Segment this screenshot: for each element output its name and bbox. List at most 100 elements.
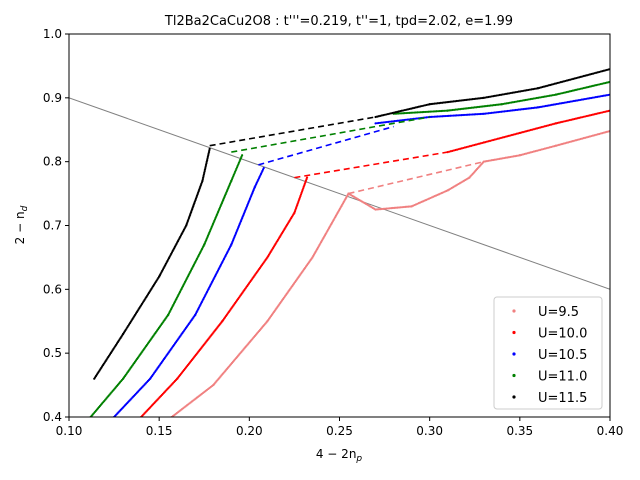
data-point: [457, 114, 460, 117]
y-tick-label: 0.8: [43, 155, 62, 169]
data-point: [452, 100, 455, 103]
data-point: [382, 121, 385, 124]
data-point: [492, 104, 495, 107]
data-point: [454, 100, 457, 103]
legend-item: U=10.0: [512, 327, 587, 342]
y-tick-label: 0.9: [43, 91, 62, 105]
data-point: [472, 106, 475, 109]
data-point: [390, 120, 393, 123]
data-point: [457, 108, 460, 111]
data-point: [433, 115, 436, 118]
data-point: [495, 111, 498, 114]
data-point: [413, 111, 416, 114]
data-point: [395, 119, 398, 123]
data-point: [520, 108, 524, 111]
data-point: [439, 101, 442, 105]
data-point: [422, 110, 425, 114]
series-lower-branch: [140, 176, 309, 417]
legend: U=9.5 U=10.0 U=10.5 U=11.0 U=11.5: [493, 296, 603, 410]
data-point: [262, 166, 265, 170]
data-point: [452, 114, 455, 117]
data-point: [473, 97, 476, 101]
data-point: [474, 113, 477, 116]
data-point: [305, 176, 309, 179]
data-point: [498, 110, 501, 114]
legend-marker: [512, 373, 516, 378]
data-point: [463, 113, 466, 117]
data-point: [430, 102, 433, 106]
data-point: [454, 108, 457, 111]
series-upper-branch: [347, 129, 610, 211]
data-point: [456, 108, 459, 111]
data-point: [486, 104, 489, 108]
data-point: [443, 109, 446, 112]
data-point: [400, 112, 403, 115]
data-point: [450, 114, 454, 117]
series-dashed-line: [209, 116, 376, 147]
data-point: [465, 98, 468, 101]
data-point: [447, 100, 450, 104]
data-point: [454, 114, 457, 117]
x-axis-label: 4 − 2np: [316, 447, 363, 464]
data-point: [444, 101, 447, 104]
plot-area: [69, 68, 610, 417]
data-point: [461, 99, 465, 102]
x-tick-label: 0.15: [146, 424, 173, 438]
y-tick-label: 0.5: [43, 346, 62, 360]
data-point: [461, 113, 465, 117]
legend-item: U=11.0: [512, 370, 587, 385]
data-point: [438, 115, 441, 118]
data-point: [430, 115, 433, 118]
data-point: [384, 121, 387, 124]
data-point: [446, 101, 449, 104]
series-upper-branch: [446, 109, 610, 154]
data-point: [522, 107, 525, 111]
data-point: [491, 104, 494, 107]
data-point: [441, 109, 445, 112]
data-point: [208, 147, 211, 150]
data-point: [406, 118, 409, 121]
series-dashed-line: [294, 151, 448, 179]
data-point: [402, 112, 405, 115]
data-point: [408, 111, 411, 114]
data-point: [470, 106, 473, 109]
data-point: [431, 102, 434, 105]
data-point: [487, 112, 490, 115]
data-point: [438, 109, 441, 113]
data-point: [424, 110, 427, 114]
legend-box: [493, 296, 603, 410]
data-point: [490, 111, 493, 114]
legend-label: U=10.0: [538, 327, 587, 342]
data-point: [494, 103, 497, 107]
data-point: [458, 114, 461, 117]
data-point: [475, 106, 478, 109]
series-upper-branch: [374, 93, 610, 125]
data-point: [460, 114, 463, 117]
data-point: [495, 103, 499, 106]
series-lower-branch: [112, 166, 265, 417]
series-3: [89, 80, 610, 417]
legend-item: U=11.5: [512, 391, 587, 406]
data-point: [393, 120, 396, 123]
legend-marker: [512, 309, 516, 313]
data-point: [450, 100, 454, 103]
data-point: [427, 110, 430, 113]
data-point: [481, 105, 484, 108]
legend-item: U=10.5: [512, 348, 587, 363]
data-point: [374, 122, 377, 125]
data-point: [492, 111, 495, 114]
data-point: [445, 109, 448, 112]
data-point: [463, 98, 466, 102]
legend-marker: [512, 352, 516, 356]
series-dashed-line: [348, 160, 484, 195]
x-tick-label: 0.40: [597, 424, 624, 438]
data-point: [471, 113, 474, 116]
y-tick-label: 0.6: [43, 282, 62, 296]
legend-label: U=10.5: [538, 348, 587, 363]
series-1: [140, 109, 610, 417]
legend-marker: [512, 330, 516, 335]
data-point: [423, 116, 426, 119]
data-point: [452, 108, 456, 111]
data-point: [467, 107, 470, 110]
data-point: [388, 120, 391, 123]
